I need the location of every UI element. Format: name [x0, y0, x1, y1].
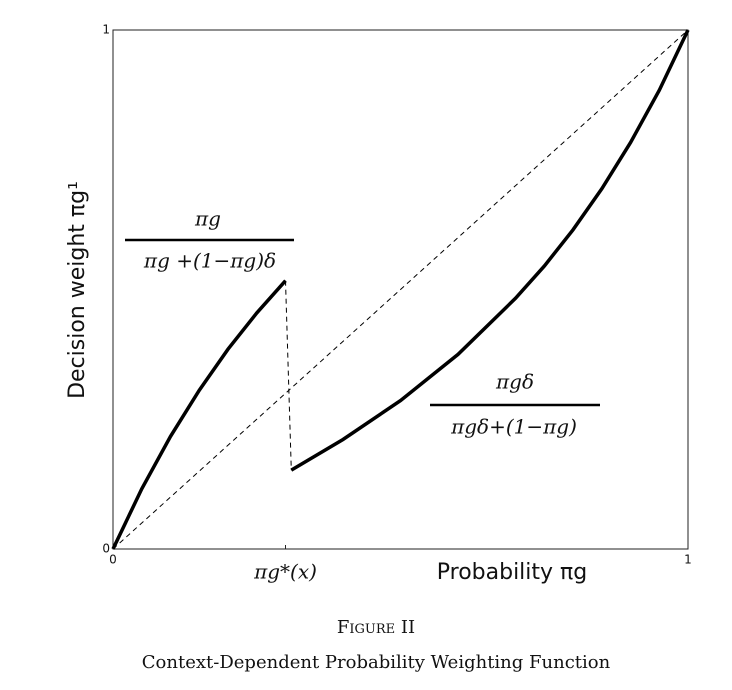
plot-frame: [112, 29, 689, 550]
figure-caption: Context-Dependent Probability Weighting …: [142, 652, 611, 673]
x-tick-label: πg*(x): [253, 560, 317, 584]
annotation: πgδ πgδ+(1−πg): [430, 370, 600, 439]
y-axis-label: Decision weight πg¹: [65, 181, 90, 399]
formula-denominator: πgδ+(1−πg): [450, 415, 577, 439]
curve: [111, 279, 287, 550]
x-axis-label: Probability πg: [437, 560, 588, 585]
y-tick-label: 0: [102, 542, 110, 556]
x-tick-label: 1: [684, 553, 692, 567]
x-tick-label: 0: [109, 553, 117, 567]
dashed-line: [112, 29, 689, 550]
formula-numerator: πgδ: [495, 370, 534, 394]
figure-title: Figure II: [337, 617, 415, 638]
formula-numerator: πg: [194, 207, 221, 231]
formula-denominator: πg +(1−πg)δ: [143, 249, 276, 273]
annotation: πg πg +(1−πg)δ: [125, 207, 294, 273]
dashed-line: [285, 280, 292, 471]
curve: [290, 29, 690, 472]
y-tick-label: 1: [102, 23, 110, 37]
